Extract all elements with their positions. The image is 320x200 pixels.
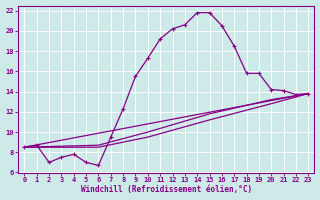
X-axis label: Windchill (Refroidissement éolien,°C): Windchill (Refroidissement éolien,°C) bbox=[81, 185, 252, 194]
